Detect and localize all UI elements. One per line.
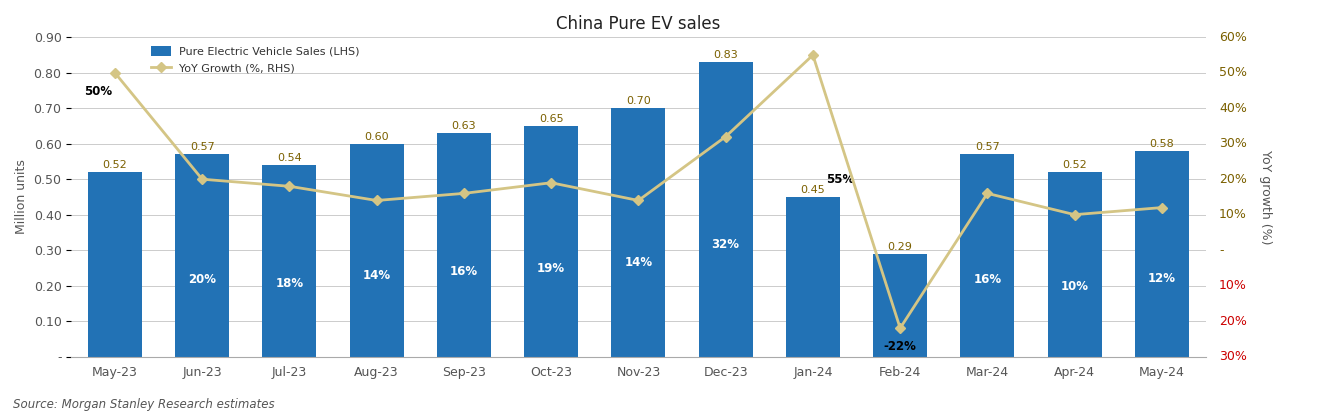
Title: China Pure EV sales: China Pure EV sales <box>556 15 721 33</box>
Text: 0.60: 0.60 <box>365 132 389 142</box>
Bar <box>786 197 840 356</box>
Text: 30%: 30% <box>1220 137 1247 150</box>
Bar <box>88 172 142 356</box>
Text: 0.57: 0.57 <box>975 142 999 152</box>
Text: Source: Morgan Stanley Research estimates: Source: Morgan Stanley Research estimate… <box>13 398 275 411</box>
Text: 0.45: 0.45 <box>800 185 825 195</box>
Text: 32%: 32% <box>711 238 739 251</box>
Text: 10%: 10% <box>1220 208 1247 221</box>
Text: 50%: 50% <box>1220 66 1247 79</box>
Bar <box>437 133 491 356</box>
Text: 20%: 20% <box>188 273 216 286</box>
Text: 19%: 19% <box>537 262 565 276</box>
Bar <box>1047 172 1101 356</box>
Text: 0.54: 0.54 <box>277 153 301 163</box>
Bar <box>524 126 579 356</box>
Text: 30%: 30% <box>1220 350 1247 363</box>
Text: 10%: 10% <box>1220 279 1247 292</box>
Text: 0.65: 0.65 <box>539 114 564 124</box>
Bar <box>349 144 403 356</box>
Text: 18%: 18% <box>275 277 304 290</box>
Text: 0.70: 0.70 <box>626 96 650 106</box>
Text: -22%: -22% <box>884 340 917 353</box>
Text: 10%: 10% <box>1060 280 1088 293</box>
Bar <box>873 254 928 356</box>
Text: 16%: 16% <box>973 273 1002 286</box>
Bar <box>961 154 1014 356</box>
Y-axis label: YoY growth (%): YoY growth (%) <box>1259 150 1273 244</box>
Text: 14%: 14% <box>624 256 653 269</box>
Bar <box>175 154 230 356</box>
Text: 0.63: 0.63 <box>451 121 476 131</box>
Bar <box>263 165 316 356</box>
Legend: Pure Electric Vehicle Sales (LHS), YoY Growth (%, RHS): Pure Electric Vehicle Sales (LHS), YoY G… <box>150 46 360 73</box>
Text: 0.52: 0.52 <box>102 160 127 170</box>
Text: 0.29: 0.29 <box>888 242 913 251</box>
Text: -: - <box>1220 244 1223 256</box>
Text: 12%: 12% <box>1148 272 1176 285</box>
Text: 50%: 50% <box>85 85 113 98</box>
Y-axis label: Million units: Million units <box>15 159 28 234</box>
Text: 0.58: 0.58 <box>1149 139 1174 149</box>
Text: 16%: 16% <box>450 265 478 278</box>
Text: 0.52: 0.52 <box>1063 160 1087 170</box>
Text: 55%: 55% <box>825 173 855 186</box>
Text: 60%: 60% <box>1220 31 1247 44</box>
Text: 40%: 40% <box>1220 102 1247 115</box>
Bar <box>698 62 752 356</box>
Bar <box>612 108 665 356</box>
Text: 0.57: 0.57 <box>190 142 215 152</box>
Text: 0.83: 0.83 <box>714 50 738 60</box>
Text: 20%: 20% <box>1220 315 1247 327</box>
Bar <box>1135 151 1189 356</box>
Text: 14%: 14% <box>362 269 390 282</box>
Text: 20%: 20% <box>1220 173 1247 186</box>
